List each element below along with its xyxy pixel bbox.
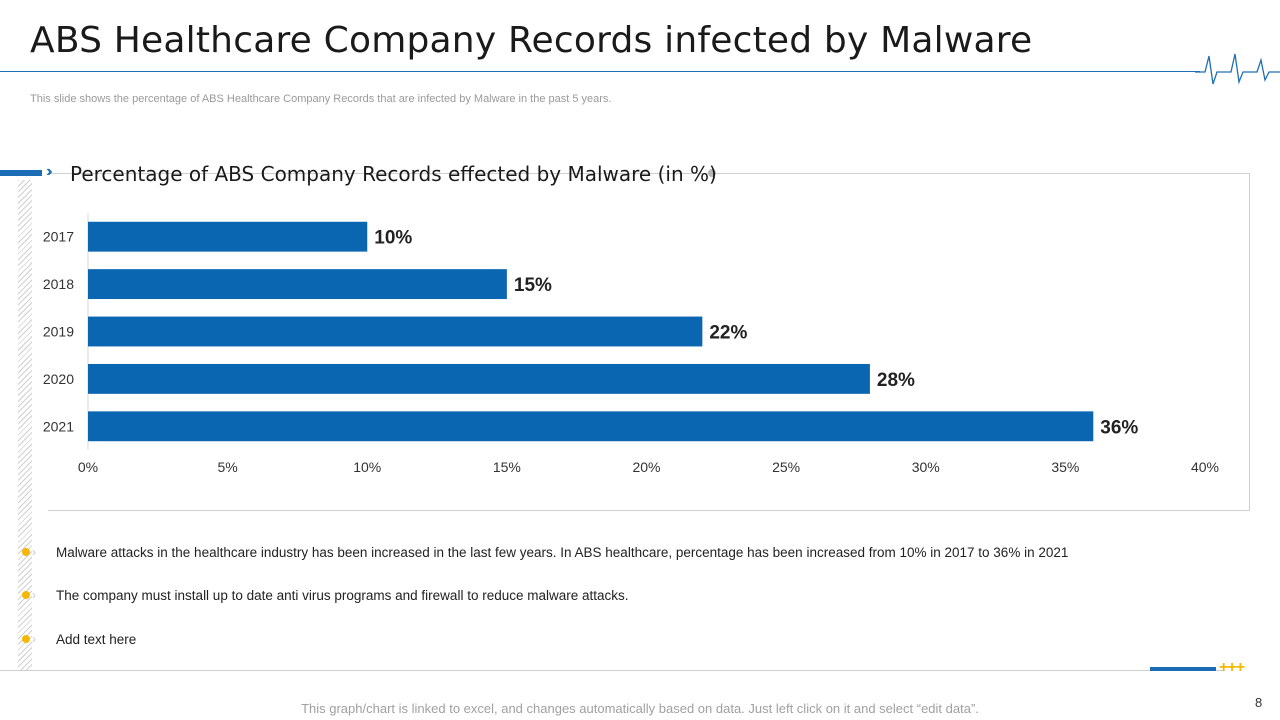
x-tick-label: 20%	[632, 459, 660, 475]
bottom-divider	[0, 670, 1225, 671]
bullet-dot-icon	[22, 548, 30, 556]
plus-icon-group: +++	[1219, 659, 1244, 677]
bullet-text: Add text here	[56, 632, 136, 647]
bar-2018	[88, 269, 507, 299]
y-tick-label: 2020	[43, 371, 74, 387]
x-tick-label: 5%	[218, 459, 238, 475]
bar-2021	[88, 411, 1093, 441]
x-tick-label: 40%	[1191, 459, 1219, 475]
y-tick-label: 2019	[43, 324, 74, 340]
bullet-item: › The company must install up to date ant…	[22, 585, 36, 605]
bullet-item: › Add text here	[22, 629, 36, 649]
chevron-right-icon: ›	[32, 588, 36, 602]
bar-2019	[88, 317, 702, 347]
bar-2020	[88, 364, 870, 394]
x-tick-label: 15%	[493, 459, 521, 475]
data-label: 15%	[514, 275, 552, 296]
bullet-dot-icon	[22, 635, 30, 643]
chevron-right-icon: ›	[32, 632, 36, 646]
y-tick-label: 2021	[43, 418, 74, 434]
page-number: 8	[1255, 695, 1262, 710]
bullet-text: Malware attacks in the healthcare indust…	[56, 545, 1068, 560]
x-tick-label: 35%	[1051, 459, 1079, 475]
x-tick-label: 30%	[912, 459, 940, 475]
bullet-dot-icon	[22, 591, 30, 599]
data-label: 22%	[709, 323, 747, 344]
data-label: 10%	[374, 228, 412, 249]
y-tick-label: 2017	[43, 229, 74, 245]
x-tick-label: 10%	[353, 459, 381, 475]
bullet-text: The company must install up to date anti…	[56, 588, 629, 603]
data-label: 28%	[877, 370, 915, 391]
bullet-item: › Malware attacks in the healthcare indus…	[22, 542, 36, 562]
x-tick-label: 25%	[772, 459, 800, 475]
bar-2017	[88, 222, 367, 252]
bottom-accent	[1150, 667, 1216, 671]
y-tick-label: 2018	[43, 276, 74, 292]
data-label: 36%	[1100, 417, 1138, 438]
malware-bar-chart[interactable]: 2017 10% 2018 15% 2019 22% 2020 28% 2021 36% 0% 5% 1…	[0, 0, 1280, 720]
footer-note: This graph/chart is linked to excel, and…	[0, 701, 1280, 716]
chevron-right-icon: ›	[32, 545, 36, 559]
x-tick-label: 0%	[78, 459, 98, 475]
